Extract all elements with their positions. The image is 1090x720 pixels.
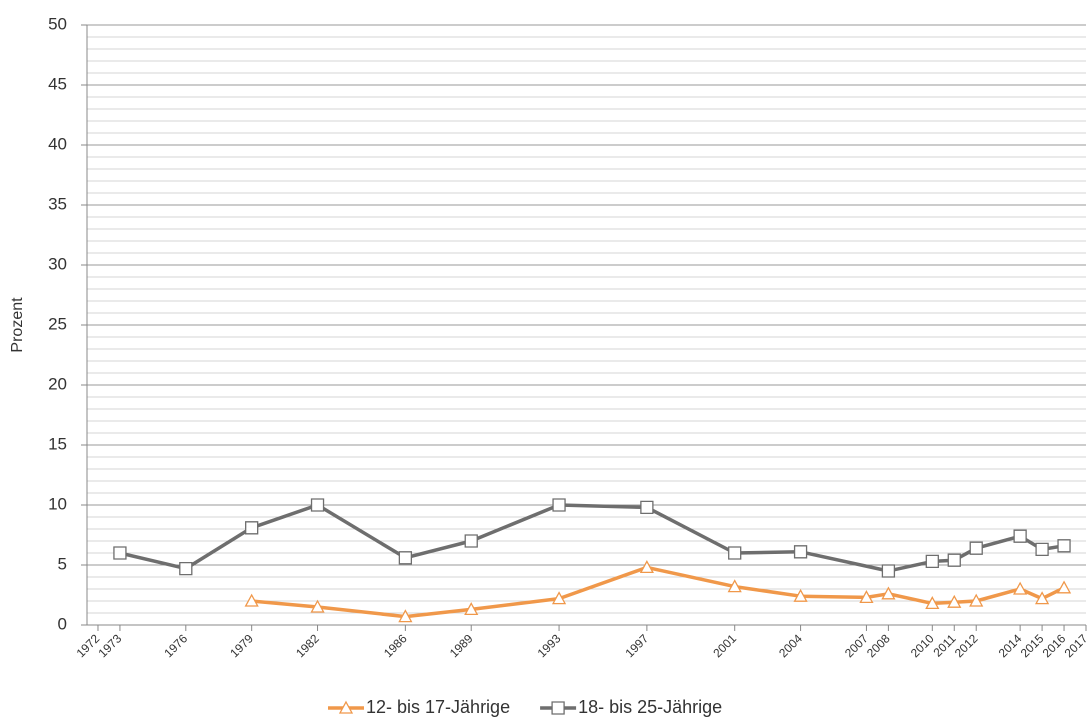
point bbox=[179, 561, 193, 576]
y-tick-label: 40 bbox=[48, 134, 67, 153]
y-axis-label: Prozent bbox=[9, 297, 26, 353]
point bbox=[245, 521, 259, 535]
point bbox=[464, 534, 478, 548]
legend-marker bbox=[338, 700, 354, 714]
x-tick-label: 2011 bbox=[930, 631, 958, 659]
point bbox=[793, 588, 808, 602]
y-tick-label: 0 bbox=[58, 614, 67, 633]
legend-label: 12- bis 17-Jährige bbox=[366, 697, 510, 717]
point bbox=[925, 554, 939, 569]
point bbox=[969, 541, 983, 555]
point bbox=[310, 498, 325, 512]
point bbox=[1035, 542, 1049, 557]
point bbox=[113, 546, 127, 560]
point bbox=[310, 599, 325, 613]
point bbox=[639, 560, 654, 574]
x-tick-label: 2015 bbox=[1018, 631, 1047, 660]
point bbox=[640, 500, 654, 515]
point bbox=[1013, 581, 1028, 595]
y-tick-label: 50 bbox=[48, 14, 67, 33]
point bbox=[1013, 529, 1027, 543]
x-tick-label: 1979 bbox=[227, 631, 256, 660]
point bbox=[727, 579, 742, 593]
y-tick-label: 15 bbox=[48, 434, 67, 453]
point bbox=[1034, 591, 1050, 605]
point bbox=[244, 593, 259, 607]
x-tick-label: 1972 bbox=[74, 631, 103, 660]
x-tick-label: 1986 bbox=[381, 631, 410, 660]
point bbox=[881, 564, 896, 578]
x-tick-label: 1989 bbox=[447, 631, 476, 660]
point bbox=[398, 551, 413, 565]
x-tick-label: 2001 bbox=[710, 631, 739, 660]
point bbox=[551, 591, 567, 605]
point bbox=[398, 609, 413, 623]
x-tick-label: 1993 bbox=[535, 631, 564, 660]
y-tick-label: 30 bbox=[48, 254, 67, 273]
x-tick-label: 2016 bbox=[1040, 631, 1069, 660]
x-tick-label: 1997 bbox=[622, 631, 651, 660]
x-tick-label: 2012 bbox=[952, 631, 981, 660]
y-tick-label: 45 bbox=[48, 74, 67, 93]
legend-marker bbox=[551, 701, 565, 715]
point bbox=[969, 593, 984, 607]
point bbox=[464, 602, 479, 616]
y-tick-label: 20 bbox=[48, 374, 67, 393]
point bbox=[728, 546, 742, 560]
point bbox=[552, 498, 566, 512]
x-tick-label: 2008 bbox=[864, 631, 893, 660]
x-tick-label: 2017 bbox=[1062, 631, 1090, 660]
legend-label: 18- bis 25-Jährige bbox=[578, 697, 722, 717]
point bbox=[947, 594, 962, 608]
y-tick-label: 10 bbox=[48, 494, 67, 513]
x-tick-label: 1973 bbox=[96, 631, 125, 660]
point bbox=[793, 545, 808, 559]
x-tick-label: 2010 bbox=[908, 631, 937, 660]
point bbox=[947, 553, 961, 567]
y-tick-label: 5 bbox=[58, 554, 67, 573]
x-tick-label: 1976 bbox=[161, 631, 190, 660]
x-tick-label: 1982 bbox=[293, 631, 322, 660]
x-tick-label: 2004 bbox=[776, 631, 805, 660]
point bbox=[925, 596, 940, 610]
y-tick-label: 25 bbox=[48, 314, 67, 333]
series-line bbox=[119, 503, 1065, 573]
x-tick-label: 2007 bbox=[842, 631, 871, 660]
point bbox=[859, 590, 874, 604]
y-tick-label: 35 bbox=[48, 194, 67, 213]
x-tick-label: 2014 bbox=[996, 631, 1025, 660]
point bbox=[881, 586, 896, 600]
series-line bbox=[251, 565, 1065, 619]
point bbox=[1057, 539, 1071, 553]
point bbox=[1056, 580, 1072, 594]
